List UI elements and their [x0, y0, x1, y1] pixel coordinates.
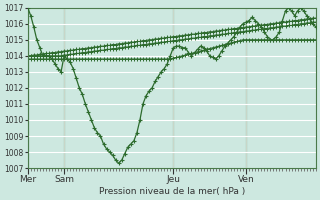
X-axis label: Pression niveau de la mer( hPa ): Pression niveau de la mer( hPa ) [99, 187, 245, 196]
